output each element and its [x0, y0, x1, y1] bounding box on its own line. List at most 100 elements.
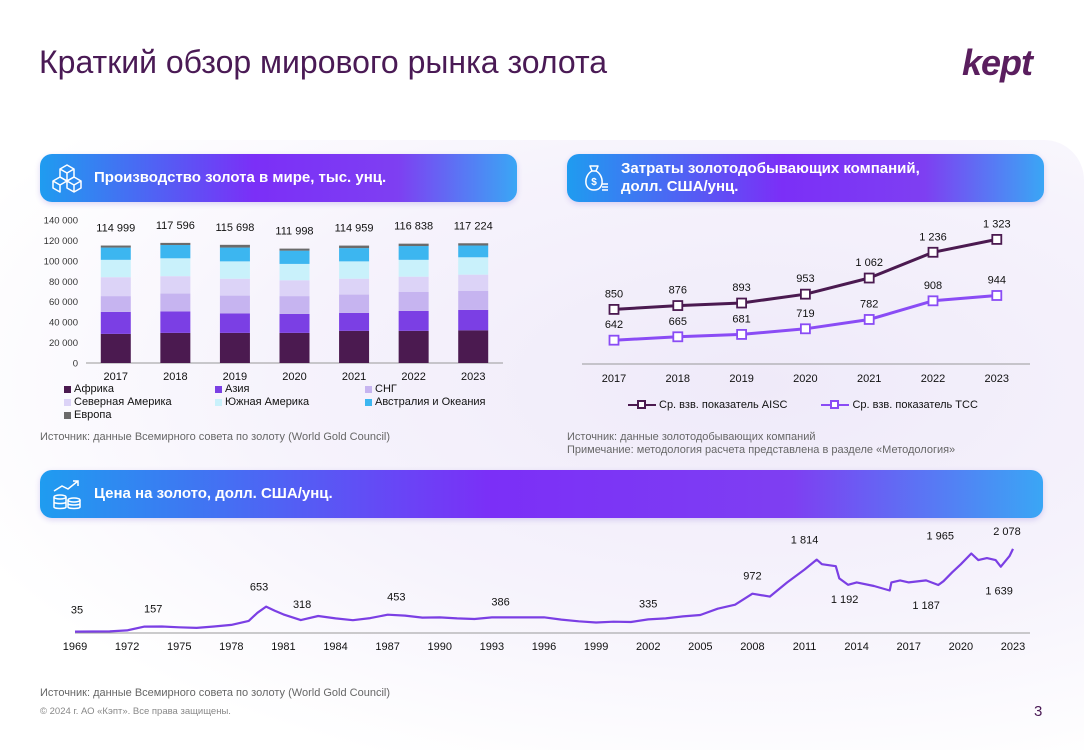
data-point — [799, 288, 811, 300]
legend-swatch — [215, 385, 222, 393]
y-tick-label: 0 — [73, 359, 78, 370]
bar-total-label: 117 224 — [454, 220, 493, 232]
data-point — [672, 300, 684, 311]
x-tick-label: 2021 — [342, 371, 366, 383]
price-line — [74, 548, 1014, 633]
legend-item-aisc: Ср. взв. показатель AISC — [628, 399, 787, 411]
legend-item-australia: Австралия и Океания — [365, 396, 486, 408]
production-source: Источник: данные Всемирного совета по зо… — [40, 431, 391, 443]
bar-segment-6 — [458, 243, 489, 246]
legend-label: Европа — [74, 409, 112, 421]
bar-segment-6 — [160, 242, 191, 246]
bar-segment-1 — [100, 311, 131, 334]
legend-swatch — [365, 398, 372, 406]
x-tick-label: 2023 — [1001, 641, 1025, 653]
costs-section-title-line1: Затраты золотодобывающих компаний, — [621, 160, 920, 177]
legend-swatch — [64, 398, 71, 406]
price-section-title: Цена на золото, долл. США/унц. — [94, 485, 333, 502]
bar-segment-6 — [219, 244, 250, 248]
x-tick-label: 1978 — [219, 641, 243, 653]
bar-segment-2 — [160, 293, 191, 312]
bar-segment-3 — [339, 278, 370, 295]
x-tick-label: 2020 — [793, 373, 817, 385]
bar-segment-1 — [279, 313, 310, 333]
costs-note: Примечание: методология расчета представ… — [567, 444, 956, 456]
legend-label: Австралия и Океания — [375, 396, 486, 408]
bar-segment-6 — [339, 245, 370, 249]
x-tick-label: 1987 — [375, 641, 399, 653]
bar-segment-4 — [458, 257, 489, 275]
x-tick-label: 2002 — [636, 641, 660, 653]
data-point — [736, 329, 748, 340]
x-tick-label: 2017 — [897, 641, 921, 653]
data-point — [863, 314, 875, 325]
price-annotation: 972 — [743, 571, 761, 583]
price-annotation: 1 639 — [985, 586, 1013, 598]
gold-price-chart: 1969 1972 1975 1978 1981 1984 1987 1990 1993 1996… — [63, 526, 1030, 653]
legend-item-africa: Африка — [64, 383, 114, 395]
data-point — [608, 334, 620, 346]
bar-segment-4 — [279, 263, 310, 281]
costs-section-header: $ Затраты золотодобывающих компаний, дол… — [567, 154, 1044, 202]
costs-section-title-line2: долл. США/унц. — [621, 178, 739, 195]
bar-segment-3 — [458, 274, 489, 291]
data-point — [863, 272, 875, 284]
price-annotation: 1 187 — [912, 600, 940, 612]
bar-segment-5 — [458, 245, 489, 258]
bar-segment-0 — [458, 330, 489, 363]
bar-total-label: 117 596 — [156, 220, 195, 232]
price-annotation: 157 — [144, 604, 162, 616]
x-tick-label: 2020 — [282, 371, 306, 383]
data-label: 850 — [605, 288, 623, 300]
legend-item-north-america: Северная Америка — [64, 396, 172, 408]
legend-item-asia: Азия — [215, 383, 249, 395]
price-annotation: 653 — [250, 582, 268, 594]
data-label: 908 — [924, 280, 942, 292]
y-tick-label: 100 000 — [44, 256, 78, 267]
bar-total-label: 115 698 — [215, 222, 254, 234]
data-point — [672, 331, 684, 343]
page-number: 3 — [1034, 703, 1043, 720]
bar-segment-4 — [339, 261, 370, 279]
x-tick-label: 1969 — [63, 641, 87, 653]
x-tick-label: 1996 — [532, 641, 556, 653]
price-annotation: 1 965 — [926, 530, 954, 542]
bar-segment-0 — [339, 330, 370, 363]
bar-segment-1 — [398, 310, 429, 331]
money-bag-icon: $ — [567, 154, 621, 202]
mining-costs-chart: 850 876 893 953 1 062 1 236 1 323 642 665 681 719 7… — [582, 218, 1030, 385]
gold-production-chart: 0 20 000 40 000 60 000 80 000 100 000 120 000 1… — [44, 216, 503, 383]
x-tick-label: 2022 — [921, 373, 945, 385]
bar-segment-5 — [219, 247, 250, 262]
y-tick-label: 40 000 — [49, 318, 78, 329]
legend-item-tcc: Ср. взв. показатель TCC — [821, 399, 978, 411]
price-annotation: 453 — [387, 592, 405, 604]
data-point — [799, 323, 811, 335]
data-label: 719 — [796, 308, 814, 320]
price-annotation: 1 814 — [791, 535, 819, 547]
price-source: Источник: данные Всемирного совета по зо… — [40, 687, 391, 699]
bar-segment-5 — [398, 246, 429, 260]
data-point — [736, 297, 748, 309]
page-title: Краткий обзор мирового рынка золота — [39, 44, 608, 80]
bar-total-label: 111 998 — [275, 226, 313, 238]
bar-segment-0 — [398, 330, 429, 363]
legend-item-europe: Европа — [64, 409, 112, 421]
bar-segment-5 — [339, 248, 370, 262]
y-tick-label: 60 000 — [49, 297, 78, 308]
x-tick-label: 2022 — [401, 371, 425, 383]
bar-segment-0 — [279, 332, 310, 363]
x-tick-label: 1993 — [480, 641, 504, 653]
production-section-title: Производство золота в мире, тыс. унц. — [94, 169, 387, 186]
x-tick-label: 2023 — [461, 371, 485, 383]
costs-legend: Ср. взв. показатель AISC Ср. взв. показа… — [628, 399, 978, 411]
y-tick-label: 120 000 — [44, 236, 78, 247]
bar-segment-3 — [398, 276, 429, 293]
x-tick-label: 2017 — [602, 373, 626, 385]
bar-total-label: 116 838 — [394, 221, 433, 233]
legend-swatch — [365, 385, 372, 393]
bar-segment-2 — [279, 296, 310, 314]
data-label: 1 062 — [855, 257, 883, 269]
data-point — [991, 290, 1003, 301]
bar-segment-2 — [458, 290, 489, 310]
